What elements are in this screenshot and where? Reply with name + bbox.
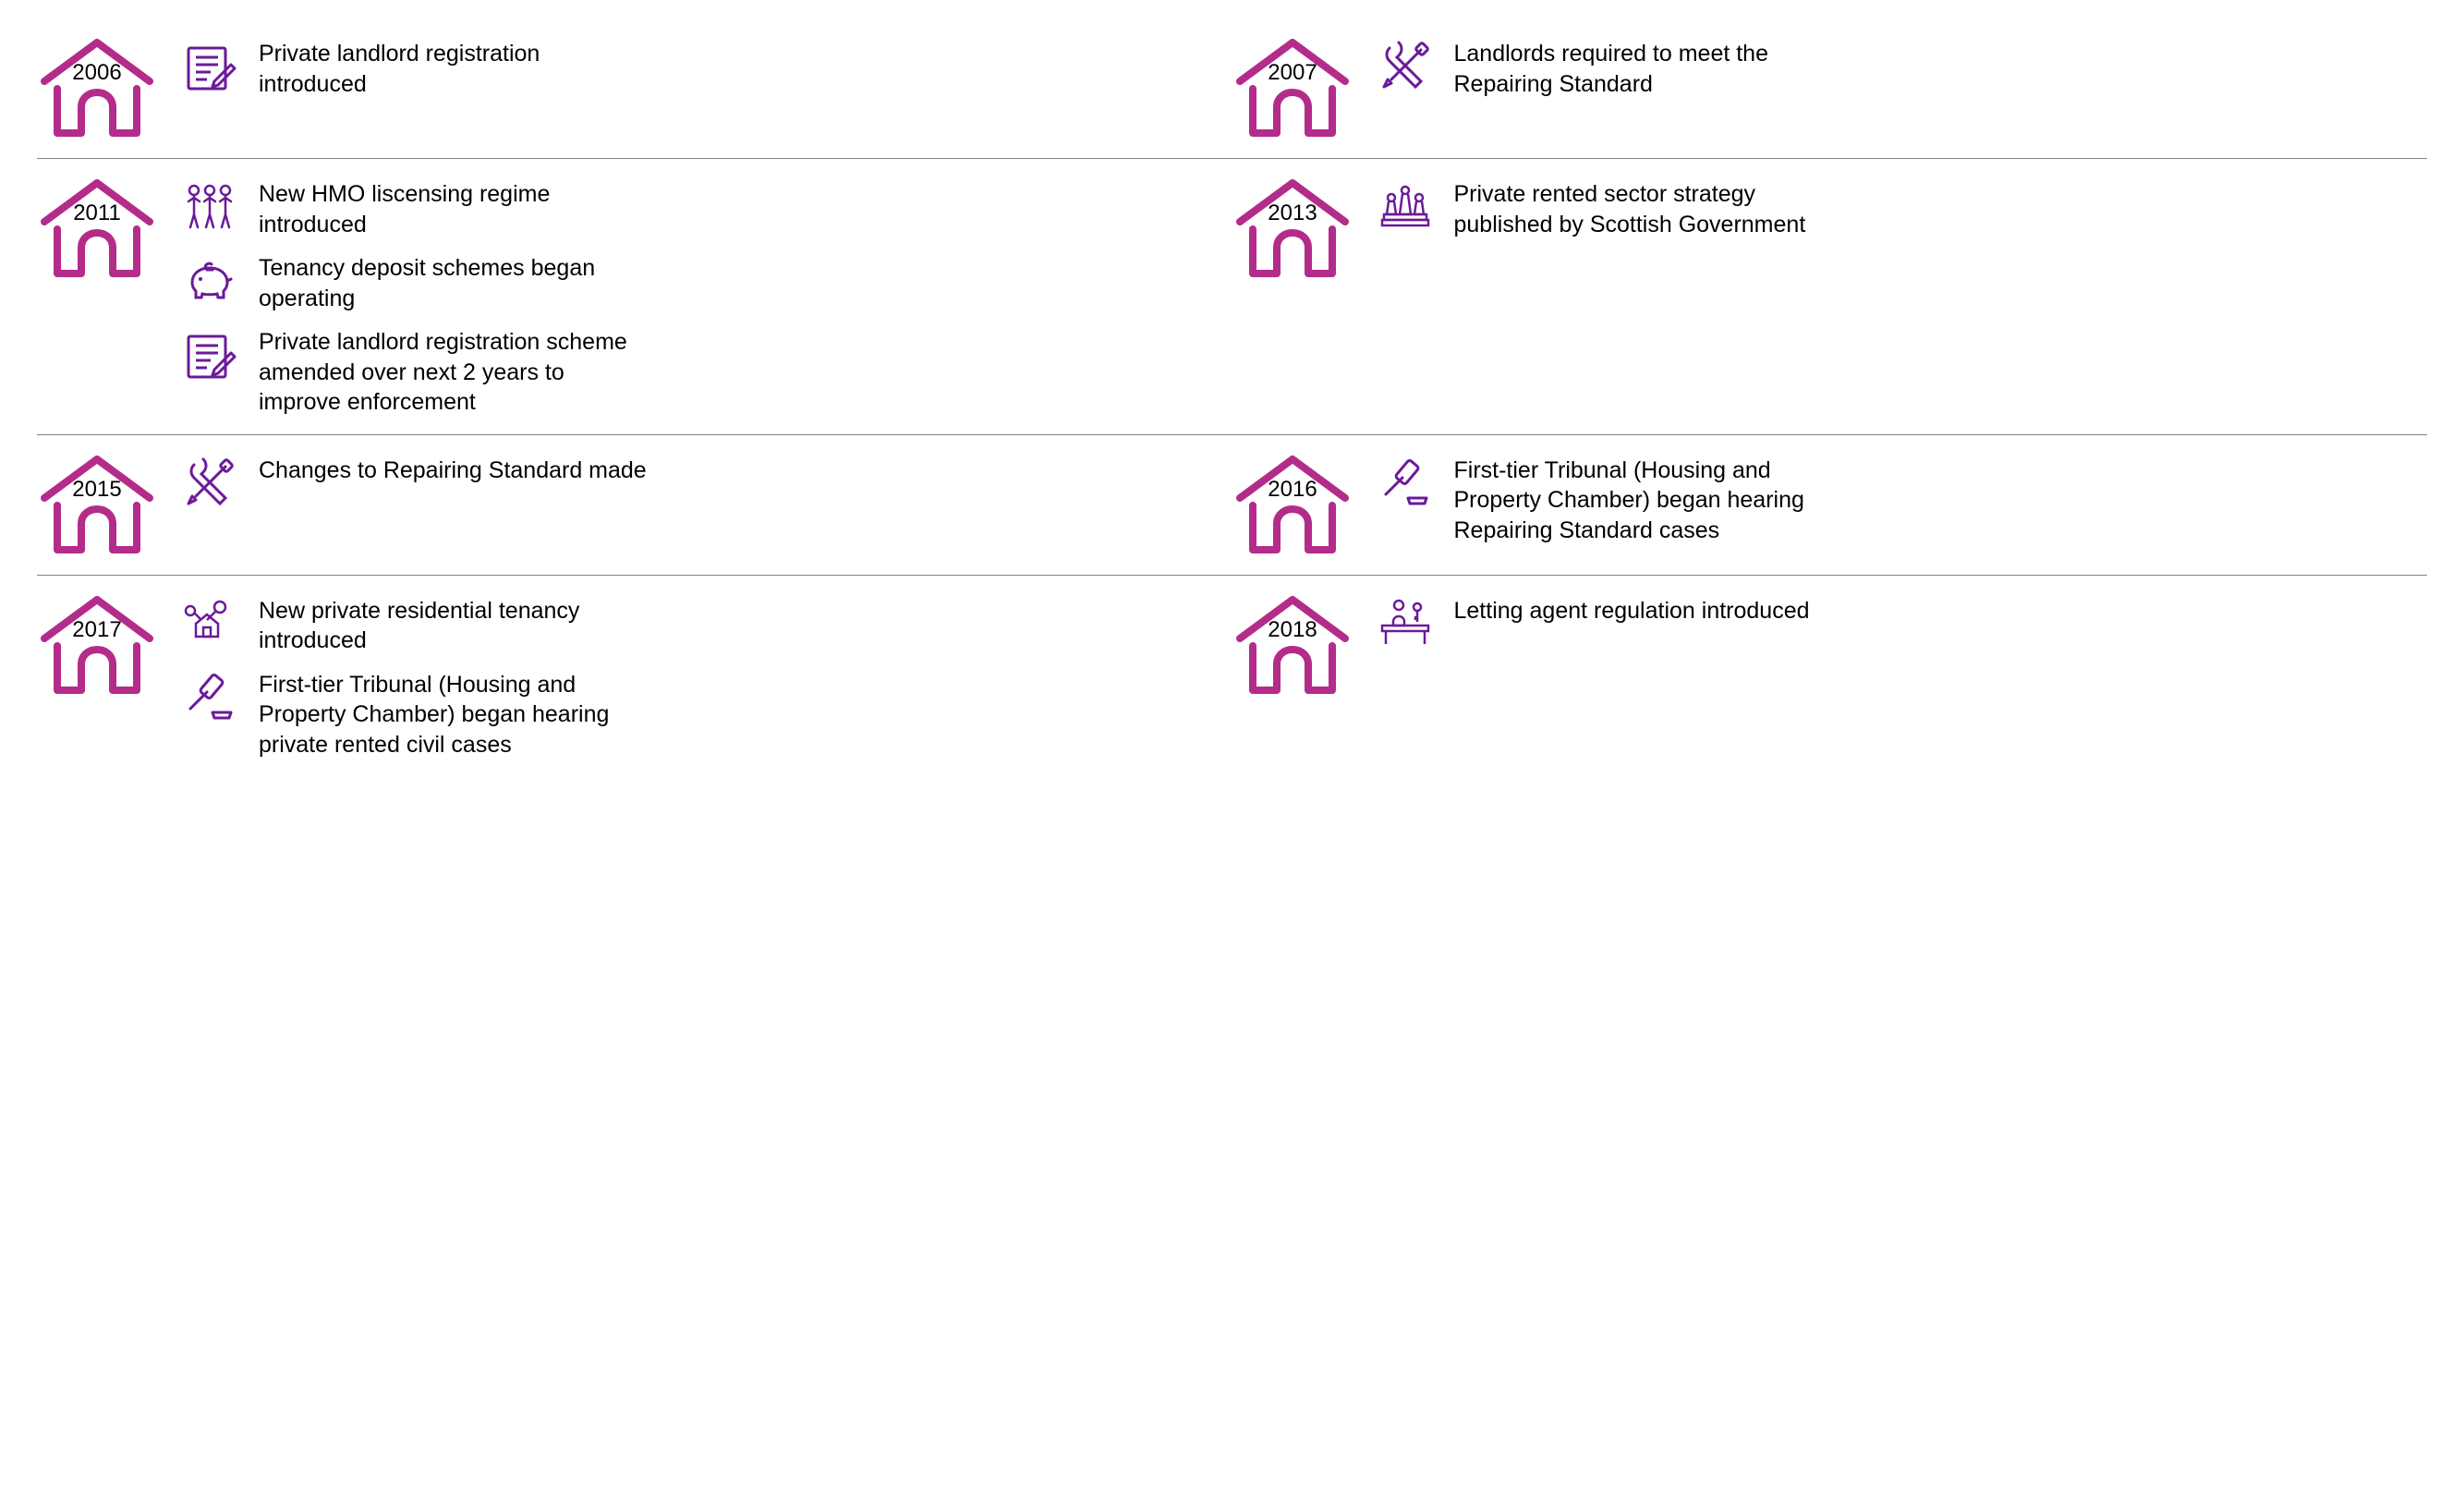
year-house-icon: 2006 [37,35,157,141]
item-description: Private rented sector strategy published… [1454,176,1842,239]
document-pencil-icon [177,35,242,100]
item-description: New private residential tenancy introduc… [259,592,647,656]
timeline-cell: 2016 First-tier Tribunal (Housing and Pr… [1232,452,2428,558]
timeline-row: 2006 Private landlord registration intro… [37,18,2427,158]
year-label: 2007 [1268,60,1317,85]
timeline-row: 2011 New HMO liscensing regime introduce… [37,158,2427,434]
timeline-row: 2015 Changes to Repairing Standard made … [37,434,2427,575]
item-description: First-tier Tribunal (Housing and Propert… [1454,452,1842,546]
item-description: First-tier Tribunal (Housing and Propert… [259,666,647,760]
house-keys-icon [177,592,242,657]
year-house-icon: 2013 [1232,176,1353,282]
timeline-cell: 2015 Changes to Repairing Standard made [37,452,1232,558]
timeline-cell: 2007 Landlords required to meet the Repa… [1232,35,2428,141]
timeline-item: Letting agent regulation introduced [1373,592,2428,657]
year-label: 2013 [1268,201,1317,225]
timeline-item: Private rented sector strategy published… [1373,176,2428,240]
timeline-cell: 2013 Private rented sector strategy publ… [1232,176,2428,418]
item-description: Private landlord registration introduced [259,35,647,99]
document-pencil-icon [177,323,242,388]
gavel-icon [177,666,242,731]
timeline-infographic: 2006 Private landlord registration intro… [37,18,2427,776]
timeline-item: Private landlord registration scheme ame… [177,323,1232,418]
timeline-item: First-tier Tribunal (Housing and Propert… [1373,452,2428,546]
timeline-item: Changes to Repairing Standard made [177,452,1232,517]
year-label: 2006 [72,60,121,85]
timeline-item: Private landlord registration introduced [177,35,1232,100]
item-description: Tenancy deposit schemes began operating [259,249,647,313]
item-description: Changes to Repairing Standard made [259,452,647,486]
year-label: 2011 [73,201,121,225]
agent-desk-icon [1373,592,1438,657]
timeline-item: Tenancy deposit schemes began operating [177,249,1232,314]
year-label: 2018 [1268,617,1317,642]
timeline-item: Landlords required to meet the Repairing… [1373,35,2428,100]
year-house-icon: 2011 [37,176,157,282]
year-label: 2017 [72,617,121,642]
year-house-icon: 2018 [1232,592,1353,699]
timeline-cell: 2017 New private residential tenancy int… [37,592,1232,760]
piggy-bank-icon [177,249,242,314]
item-description: Private landlord registration scheme ame… [259,323,647,418]
year-house-icon: 2017 [37,592,157,699]
timeline-cell: 2006 Private landlord registration intro… [37,35,1232,141]
timeline-item: New private residential tenancy introduc… [177,592,1232,657]
timeline-item: First-tier Tribunal (Housing and Propert… [177,666,1232,760]
item-description: Landlords required to meet the Repairing… [1454,35,1842,99]
year-house-icon: 2016 [1232,452,1353,558]
people-icon [177,176,242,240]
year-label: 2016 [1268,477,1317,502]
gavel-icon [1373,452,1438,517]
timeline-cell: 2018 Letting agent regulation introduced [1232,592,2428,760]
tools-icon [1373,35,1438,100]
timeline-row: 2017 New private residential tenancy int… [37,575,2427,777]
year-label: 2015 [72,477,121,502]
strategy-pieces-icon [1373,176,1438,240]
year-house-icon: 2007 [1232,35,1353,141]
timeline-item: New HMO liscensing regime introduced [177,176,1232,240]
timeline-cell: 2011 New HMO liscensing regime introduce… [37,176,1232,418]
tools-icon [177,452,242,517]
item-description: Letting agent regulation introduced [1454,592,1810,626]
item-description: New HMO liscensing regime introduced [259,176,647,239]
year-house-icon: 2015 [37,452,157,558]
